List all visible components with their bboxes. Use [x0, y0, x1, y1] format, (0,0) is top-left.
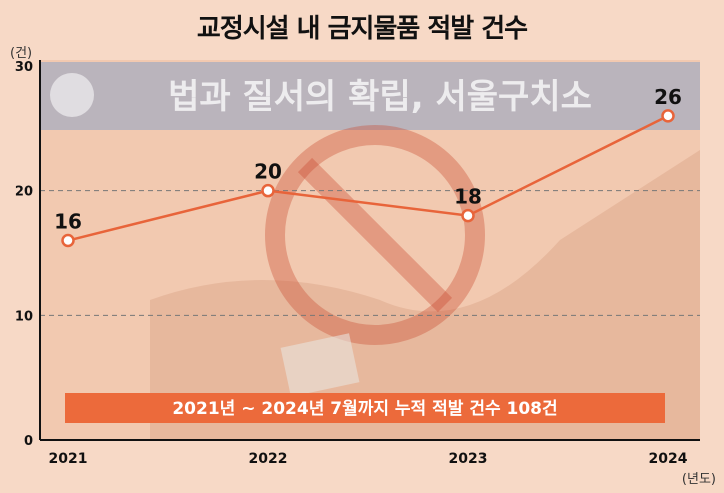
data-labels: 16 20 18 26 [54, 85, 682, 234]
x-tick-label: 2021 [49, 451, 88, 467]
sign-board-text: 법과 질서의 확립, 서울구치소 [168, 77, 592, 117]
y-tick-label: 20 [15, 185, 33, 200]
x-tick-label: 2024 [649, 451, 688, 467]
banner-background [65, 393, 665, 423]
x-tick-label: 2023 [449, 451, 488, 467]
y-tick-label: 0 [24, 434, 33, 449]
y-ticks: 0 10 20 30 [15, 60, 33, 449]
data-label: 18 [454, 185, 482, 209]
pill-pack-icon [280, 333, 360, 397]
cumulative-banner: 2021년 ~ 2024년 7월까지 누적 적발 건수 108건 [65, 393, 665, 423]
prohibition-sign-icon [265, 125, 485, 345]
banner-text: 2021년 ~ 2024년 7월까지 누적 적발 건수 108건 [172, 399, 557, 419]
data-point [461, 208, 475, 223]
data-label: 26 [654, 85, 682, 109]
x-ticks: 2021 2022 2023 2024 [49, 451, 688, 467]
data-points [61, 109, 675, 248]
data-point [261, 183, 275, 198]
data-label: 20 [254, 160, 282, 184]
x-axis-unit: (년도) [681, 472, 716, 487]
y-tick-label: 30 [15, 60, 33, 75]
chart-title: 교정시설 내 금지물품 적발 건수 [196, 14, 528, 44]
series-line [67, 114, 669, 242]
y-axis-unit: (건) [10, 46, 33, 61]
grid [40, 190, 700, 316]
y-tick-label: 10 [15, 309, 33, 324]
data-point [661, 109, 675, 123]
x-tick-label: 2022 [249, 451, 288, 467]
background-illustration: 법과 질서의 확립, 서울구치소 [40, 60, 700, 440]
emblem-icon [50, 73, 94, 117]
data-point [61, 233, 75, 248]
prohibition-slash [297, 157, 453, 313]
data-label: 16 [54, 210, 82, 234]
sign-board [40, 62, 700, 130]
